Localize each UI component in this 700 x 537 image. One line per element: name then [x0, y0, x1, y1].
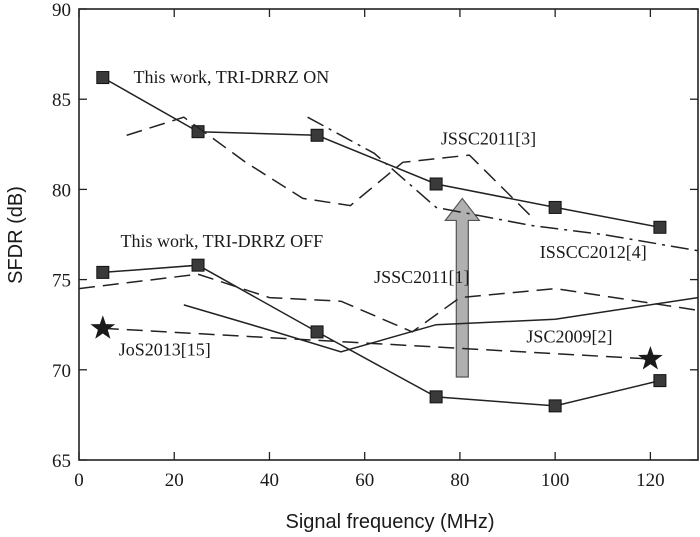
- annotation-this-work-tri-drrz-on: This work, TRI-DRRZ ON: [134, 67, 330, 87]
- x-axis-title: Signal frequency (MHz): [286, 511, 495, 533]
- star-marker-jos2013-15: [90, 315, 116, 339]
- y-tick-label: 70: [52, 361, 71, 382]
- x-tick-label: 80: [450, 470, 469, 491]
- series-line-jos2013-15: [102, 327, 651, 360]
- annotation-this-work-tri-drrz-off: This work, TRI-DRRZ OFF: [121, 231, 324, 251]
- series-line-jsc2009-2: [183, 296, 698, 353]
- data-point-this-work-tri-drrz-off: [310, 325, 324, 339]
- data-point-this-work-tri-drrz-on: [429, 177, 443, 191]
- data-point-this-work-tri-drrz-on: [310, 128, 324, 142]
- series-line-this-work-tri-drrz-on: [102, 76, 661, 229]
- annotation-jssc2011-3: JSSC2011[3]: [441, 128, 536, 148]
- data-point-this-work-tri-drrz-off: [191, 258, 205, 272]
- x-tick-label: 100: [541, 470, 570, 491]
- series-line-isscc2012-4: [307, 116, 698, 252]
- series-line-jssc2011-1: [79, 273, 698, 333]
- annotation-jsc2009-2: JSC2009[2]: [526, 327, 612, 347]
- data-point-this-work-tri-drrz-on: [653, 220, 667, 234]
- data-point-this-work-tri-drrz-on: [96, 71, 110, 85]
- y-tick-label: 75: [52, 271, 71, 292]
- x-tick-label: 20: [165, 470, 184, 491]
- annotation-jos2013-15: JoS2013[15]: [119, 339, 211, 359]
- y-tick-label: 90: [52, 0, 71, 21]
- x-tick-label: 120: [636, 470, 665, 491]
- y-tick-label: 85: [52, 90, 71, 111]
- data-point-this-work-tri-drrz-off: [96, 265, 110, 279]
- series-line-this-work-tri-drrz-off: [102, 264, 661, 407]
- series-line-jssc2011-3: [126, 116, 532, 218]
- plot-elements: 0 20 40 60 80 100 120 65 70 75 80 85 90 This work, TR…: [52, 0, 699, 491]
- annotation-isscc2012-4: ISSCC2012[4]: [540, 242, 647, 262]
- plot-frame: [78, 8, 699, 461]
- x-tick-label: 60: [355, 470, 374, 491]
- improvement-arrow: [444, 197, 481, 378]
- y-tick-label: 65: [52, 451, 71, 472]
- y-axis-title: SFDR (dB): [5, 186, 27, 284]
- x-tick-label: 40: [260, 470, 279, 491]
- data-point-this-work-tri-drrz-off: [429, 390, 443, 404]
- data-point-this-work-tri-drrz-off: [653, 374, 667, 388]
- star-marker-jos2013-15: [638, 346, 663, 370]
- x-tick-label: 0: [74, 470, 84, 491]
- data-point-this-work-tri-drrz-off: [548, 399, 562, 413]
- data-point-this-work-tri-drrz-on: [548, 200, 562, 214]
- annotation-jssc2011-1: JSSC2011[1]: [374, 267, 469, 287]
- y-tick-label: 80: [52, 180, 71, 201]
